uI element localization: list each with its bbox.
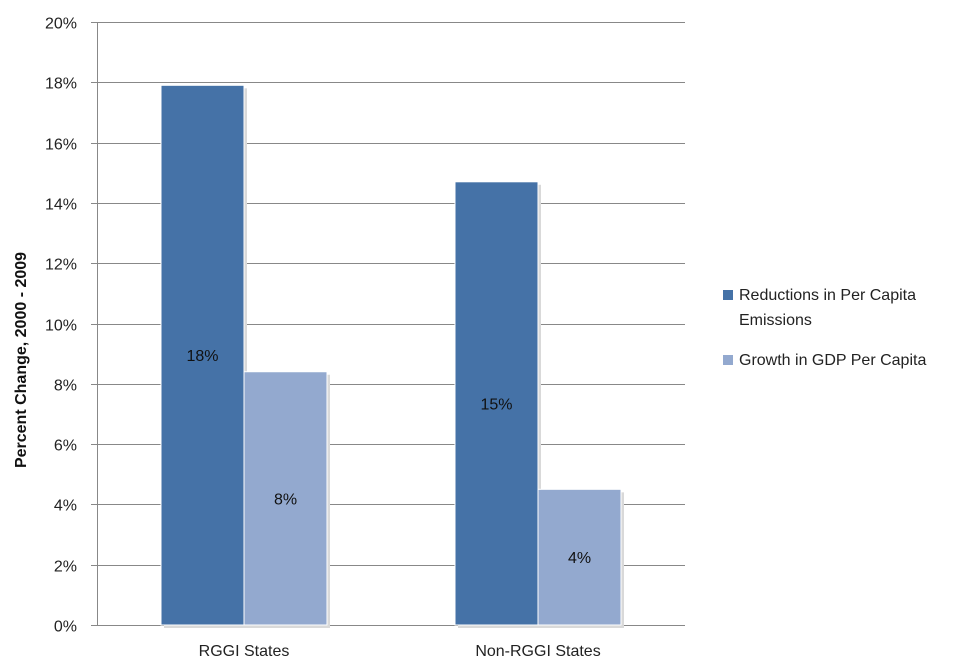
y-tick-label: 6% [54, 438, 77, 455]
y-tick-label: 20% [45, 16, 77, 33]
bar-gdp-non-rggi [537, 488, 622, 626]
y-tick-label: 4% [54, 498, 77, 515]
y-tick-label: 16% [45, 137, 77, 154]
legend-swatch [723, 290, 733, 300]
legend-label: Growth in GDP Per Capita [739, 352, 926, 369]
bars [160, 84, 624, 629]
y-tick-label: 10% [45, 318, 77, 335]
y-axis-title: Percent Change, 2000 - 2009 [13, 252, 30, 468]
legend-label: Reductions in Per Capita [739, 287, 916, 304]
data-label: 4% [568, 550, 591, 567]
y-axis-ticks: 0% 2% 4% 6% 8% 10% 12% 14% 16% 18% 20% [45, 16, 77, 636]
y-tick-label: 18% [45, 76, 77, 93]
legend-label: Emissions [739, 312, 812, 329]
y-tick-label: 14% [45, 197, 77, 214]
bar-gdp-rggi [243, 371, 328, 626]
x-category-label: Non-RGGI States [475, 643, 600, 660]
y-tick-label: 2% [54, 559, 77, 576]
legend-swatch [723, 355, 733, 365]
data-labels: 18% 8% 15% 4% [186, 348, 591, 567]
y-tick-label: 12% [45, 257, 77, 274]
data-label: 15% [480, 396, 512, 413]
bar-emissions-non-rggi [454, 181, 539, 626]
data-label: 18% [186, 348, 218, 365]
y-tick-label: 0% [54, 619, 77, 636]
x-axis-categories: RGGI States Non-RGGI States [199, 643, 601, 660]
legend: Reductions in Per Capita Emissions Growth … [723, 287, 926, 369]
y-tick-label: 8% [54, 378, 77, 395]
bar-emissions-rggi [160, 84, 245, 626]
x-category-label: RGGI States [199, 643, 290, 660]
data-label: 8% [274, 491, 297, 508]
